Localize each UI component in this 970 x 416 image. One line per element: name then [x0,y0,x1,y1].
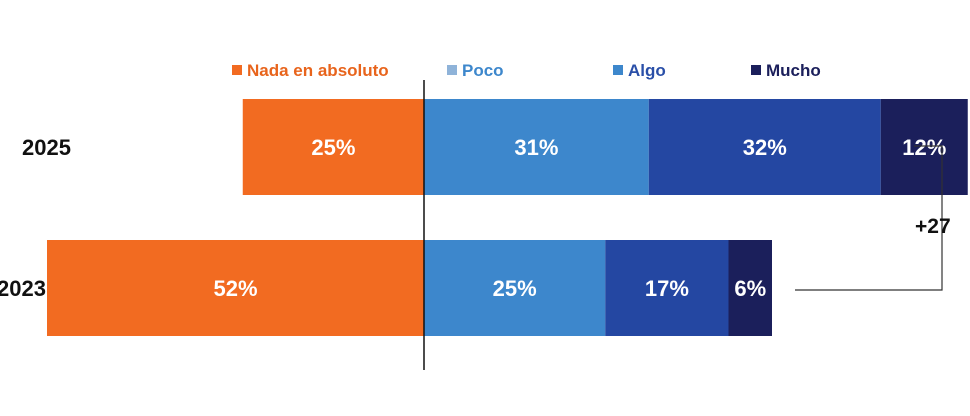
bar-2025-mucho [880,99,968,195]
category-label-2023: 2023 [0,276,46,301]
legend: Nada en absoluto Poco Algo Mucho [232,61,821,80]
data-label-2025-algo: 32% [743,135,787,160]
change-bracket [795,145,943,291]
data-label-2025-nada: 25% [311,135,355,160]
legend-marker-mucho [751,65,761,75]
legend-marker-algo [613,65,623,75]
legend-label-mucho: Mucho [766,61,821,80]
bar-2025-algo [648,99,881,195]
data-label-2025-poco: 31% [514,135,558,160]
bar-2023-nada [47,240,424,336]
data-label-2023-mucho: 6% [734,276,766,301]
change-annotation: +27 [915,215,951,238]
bar-2023-algo [605,240,729,336]
bar-2025-poco [424,99,649,195]
legend-marker-nada [232,65,242,75]
data-label-2023-nada: 52% [213,276,257,301]
bars [47,99,968,336]
data-label-2023-algo: 17% [645,276,689,301]
labels: 2025 25% 31% 32% 12% 2023 52% 25% 17% 6% [0,135,946,301]
data-label-2023-poco: 25% [493,276,537,301]
legend-label-poco: Poco [462,61,504,80]
data-label-2025-mucho: 12% [902,135,946,160]
legend-marker-poco [447,65,457,75]
bar-2025-nada [242,99,424,195]
legend-label-algo: Algo [628,61,666,80]
bar-2023-poco [424,240,606,336]
legend-label-nada: Nada en absoluto [247,61,389,80]
bar-2023-mucho [728,240,772,336]
category-label-2025: 2025 [22,135,71,160]
